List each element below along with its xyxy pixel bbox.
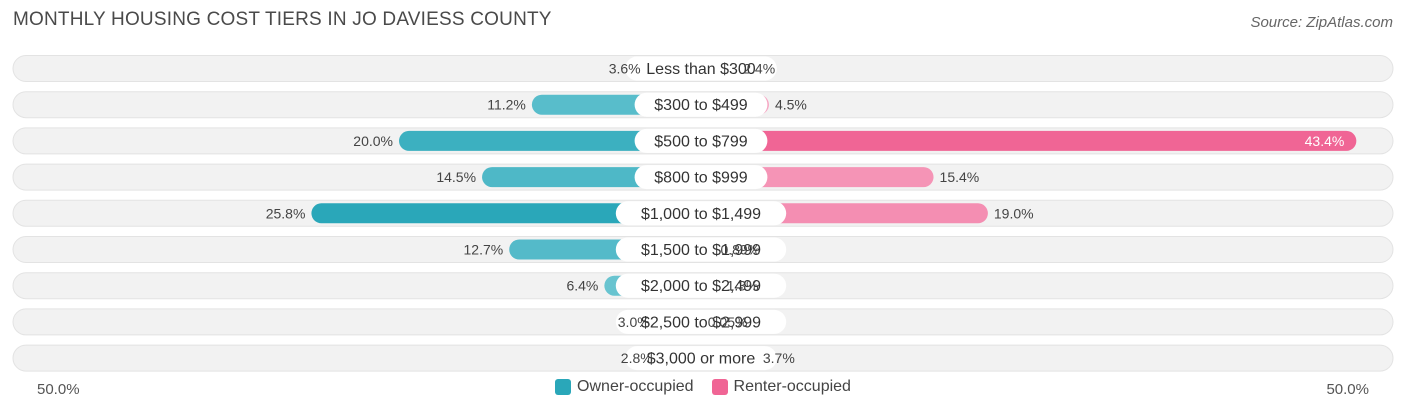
axis-right-label: 50.0% [1326, 381, 1369, 398]
renter-value-label: 0.89% [720, 242, 760, 258]
legend-item-renter: Renter-occupied [711, 378, 851, 396]
category-label: $2,500 to $2,999 [641, 314, 761, 331]
renter-value-label: 0.05% [708, 314, 748, 330]
owner-value-label: 6.4% [566, 278, 598, 294]
renter-bar [701, 130, 1357, 151]
chart-legend: Owner-occupied Renter-occupied [0, 378, 1406, 396]
category-label: $500 to $799 [654, 133, 748, 150]
renter-value-label: 3.7% [763, 350, 795, 366]
owner-bar [399, 130, 701, 151]
legend-label-owner: Owner-occupied [577, 378, 694, 395]
category-label: Less than $300 [646, 61, 756, 78]
renter-value-label: 2.4% [743, 61, 775, 77]
owner-value-label: 12.7% [464, 242, 504, 258]
renter-value-label: 43.4% [1305, 133, 1345, 149]
owner-value-label: 3.0% [618, 314, 650, 330]
legend-label-renter: Renter-occupied [733, 378, 851, 395]
category-label: $1,500 to $1,999 [641, 242, 761, 259]
owner-value-label: 11.2% [487, 97, 526, 113]
chart-source: Source: ZipAtlas.com [1250, 14, 1393, 31]
category-label: $1,000 to $1,499 [641, 206, 761, 223]
category-label-pill [615, 273, 787, 298]
category-label-pill [625, 346, 777, 371]
owner-value-label: 3.6% [609, 61, 641, 77]
category-label-pill [615, 309, 787, 334]
category-label-pill [634, 92, 768, 117]
category-label-pill [634, 165, 768, 190]
legend-swatch-renter [711, 379, 728, 395]
category-label-pill [615, 237, 787, 262]
chart-title: MONTHLY HOUSING COST TIERS IN JO DAVIESS… [13, 9, 552, 30]
category-label: $3,000 or more [647, 351, 756, 368]
renter-value-label: 15.4% [940, 169, 980, 185]
renter-value-label: 4.5% [775, 97, 807, 113]
owner-value-label: 25.8% [266, 205, 306, 221]
owner-bar [311, 203, 701, 224]
legend-item-owner: Owner-occupied [555, 378, 694, 396]
axis-left-label: 50.0% [37, 381, 80, 398]
category-label: $300 to $499 [654, 97, 748, 114]
renter-value-label: 1.3% [727, 278, 759, 294]
legend-swatch-owner [555, 379, 572, 395]
owner-value-label: 14.5% [436, 169, 476, 185]
category-label-pill [625, 56, 777, 81]
owner-value-label: 20.0% [353, 133, 393, 149]
renter-value-label: 19.0% [994, 205, 1034, 221]
category-label: $2,000 to $2,499 [641, 278, 761, 295]
category-label-pill [615, 201, 787, 226]
category-label: $800 to $999 [654, 170, 748, 187]
owner-value-label: 2.8% [621, 350, 653, 366]
category-label-pill [634, 128, 768, 153]
